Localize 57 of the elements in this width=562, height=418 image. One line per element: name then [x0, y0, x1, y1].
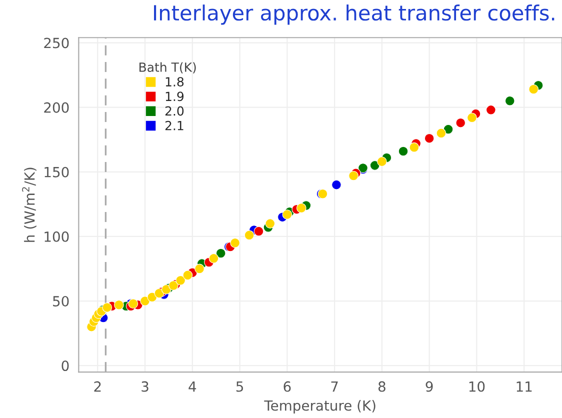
point: [147, 292, 158, 302]
x-tick-label: 11: [516, 381, 532, 392]
point: [296, 203, 306, 213]
point: [528, 84, 539, 94]
x-tick-label: 10: [469, 381, 485, 392]
point: [456, 118, 466, 128]
y-axis-title: h (W/m$^{2}$/K): [22, 168, 36, 242]
y-tick-label: 250: [44, 38, 69, 48]
legend-label: 2.1: [165, 120, 184, 130]
point: [176, 275, 186, 286]
point: [424, 133, 434, 144]
point: [168, 280, 178, 290]
point: [265, 218, 276, 228]
y-tick-label: 200: [44, 102, 69, 113]
legend-label: 2.0: [165, 106, 184, 116]
point: [208, 253, 219, 264]
point: [154, 288, 164, 298]
legend-label: 1.8: [166, 77, 184, 87]
point: [194, 264, 204, 274]
x-tick-label: 8: [378, 381, 386, 392]
y-tick-label: 150: [44, 166, 69, 178]
point: [486, 104, 496, 115]
x-tick-label: 3: [142, 381, 148, 392]
point: [377, 156, 387, 167]
x-tick-label: 7: [331, 381, 338, 392]
x-axis-title: Temperature (K): [264, 400, 376, 414]
point: [114, 300, 124, 310]
point: [244, 230, 254, 240]
point: [140, 296, 150, 306]
point: [282, 210, 292, 220]
point: [370, 160, 380, 170]
x-tick-label: 6: [284, 381, 291, 392]
point: [332, 180, 342, 190]
point: [409, 142, 420, 152]
point: [128, 298, 138, 309]
y-tick-label: 0: [62, 360, 69, 372]
legend-label: 1.9: [166, 92, 184, 102]
point: [436, 128, 446, 138]
point: [398, 146, 408, 156]
point: [182, 270, 193, 280]
point: [102, 302, 112, 312]
x-tick-label: 5: [236, 381, 243, 392]
chart-title: Interlayer approx. heat transfer coeffs.: [154, 4, 554, 25]
point: [467, 112, 477, 123]
point: [230, 238, 240, 248]
x-tick-label: 2: [94, 381, 101, 392]
point: [216, 248, 226, 258]
y-tick-label: 100: [44, 231, 69, 242]
point: [504, 96, 515, 106]
x-tick-label: 9: [426, 381, 433, 392]
x-tick-label: 4: [188, 381, 196, 392]
point: [348, 170, 358, 181]
legend-title: Bath T(K): [139, 62, 196, 74]
point: [161, 284, 172, 294]
point: [254, 226, 264, 236]
point: [443, 124, 454, 134]
y-tick-label: 50: [53, 296, 69, 306]
